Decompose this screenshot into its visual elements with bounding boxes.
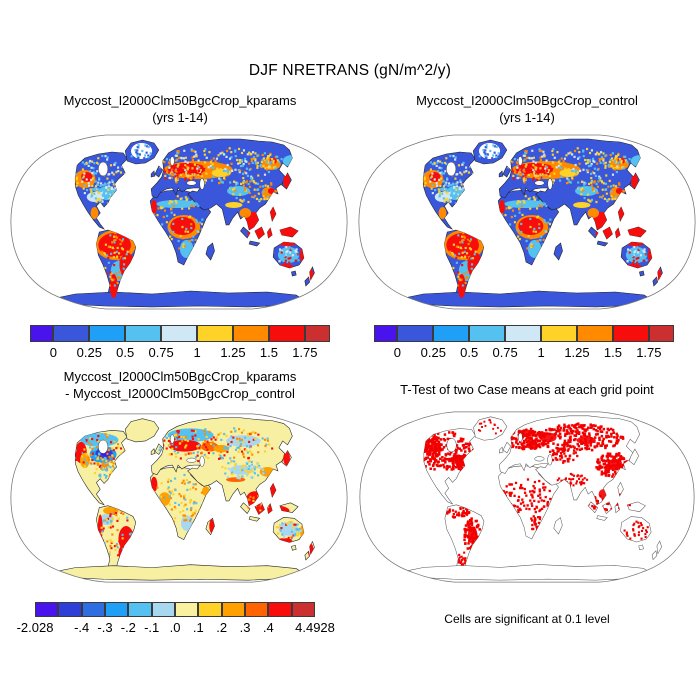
colorbar-kparams-labels: 0 0.25 0.5 0.75 1 1.25 1.5 1.75 — [49, 345, 318, 360]
colorbar-difference: -2.028 -.4 -.3 -.2 -.1.0.1.2.3.4 4.4928 — [16, 602, 335, 636]
panel-title-difference: Myccost_I2000Clm50BgcCrop_kparams - Mycc… — [10, 369, 350, 402]
figure-title: DJF NRETRANS (gN/m^2/y) — [248, 62, 452, 79]
panel-title-ttest: T-Test of two Case means at each grid po… — [400, 382, 654, 397]
panel-title-difference-line2: - Myccost_I2000Clm50BgcCrop_control — [65, 385, 295, 401]
map-kparams — [10, 134, 348, 310]
panel-title-control-line2: (yrs 1-14) — [499, 109, 555, 125]
map-difference — [10, 413, 348, 583]
colorbar-control-cells — [374, 325, 674, 342]
panel-title-control: Myccost_I2000Clm50BgcCrop_control (yrs 1… — [357, 93, 697, 126]
panel-title-difference-line1: Myccost_I2000Clm50BgcCrop_kparams — [63, 369, 297, 384]
map-control — [358, 134, 696, 310]
colorbar-difference-cells — [35, 602, 315, 617]
panel-title-kparams-line2: (yrs 1-14) — [152, 109, 208, 125]
colorbar-control-labels: 0 0.25 0.5 0.75 1 1.25 1.5 1.75 — [393, 345, 662, 360]
ttest-caption: Cells are significant at 0.1 level — [444, 612, 610, 626]
panel-title-kparams-line1: Myccost_I2000Clm50BgcCrop_kparams — [63, 93, 297, 108]
map-ttest — [359, 411, 695, 583]
panel-title-kparams: Myccost_I2000Clm50BgcCrop_kparams (yrs 1… — [10, 93, 350, 126]
colorbar-kparams-cells — [30, 325, 330, 342]
colorbar-kparams: 0 0.25 0.5 0.75 1 1.25 1.5 1.75 — [30, 325, 330, 361]
panel-title-control-line1: Myccost_I2000Clm50BgcCrop_control — [416, 93, 638, 108]
colorbar-difference-labels: -2.028 -.4 -.3 -.2 -.1.0.1.2.3.4 4.4928 — [16, 620, 335, 635]
colorbar-control: 0 0.25 0.5 0.75 1 1.25 1.5 1.75 — [374, 325, 674, 361]
